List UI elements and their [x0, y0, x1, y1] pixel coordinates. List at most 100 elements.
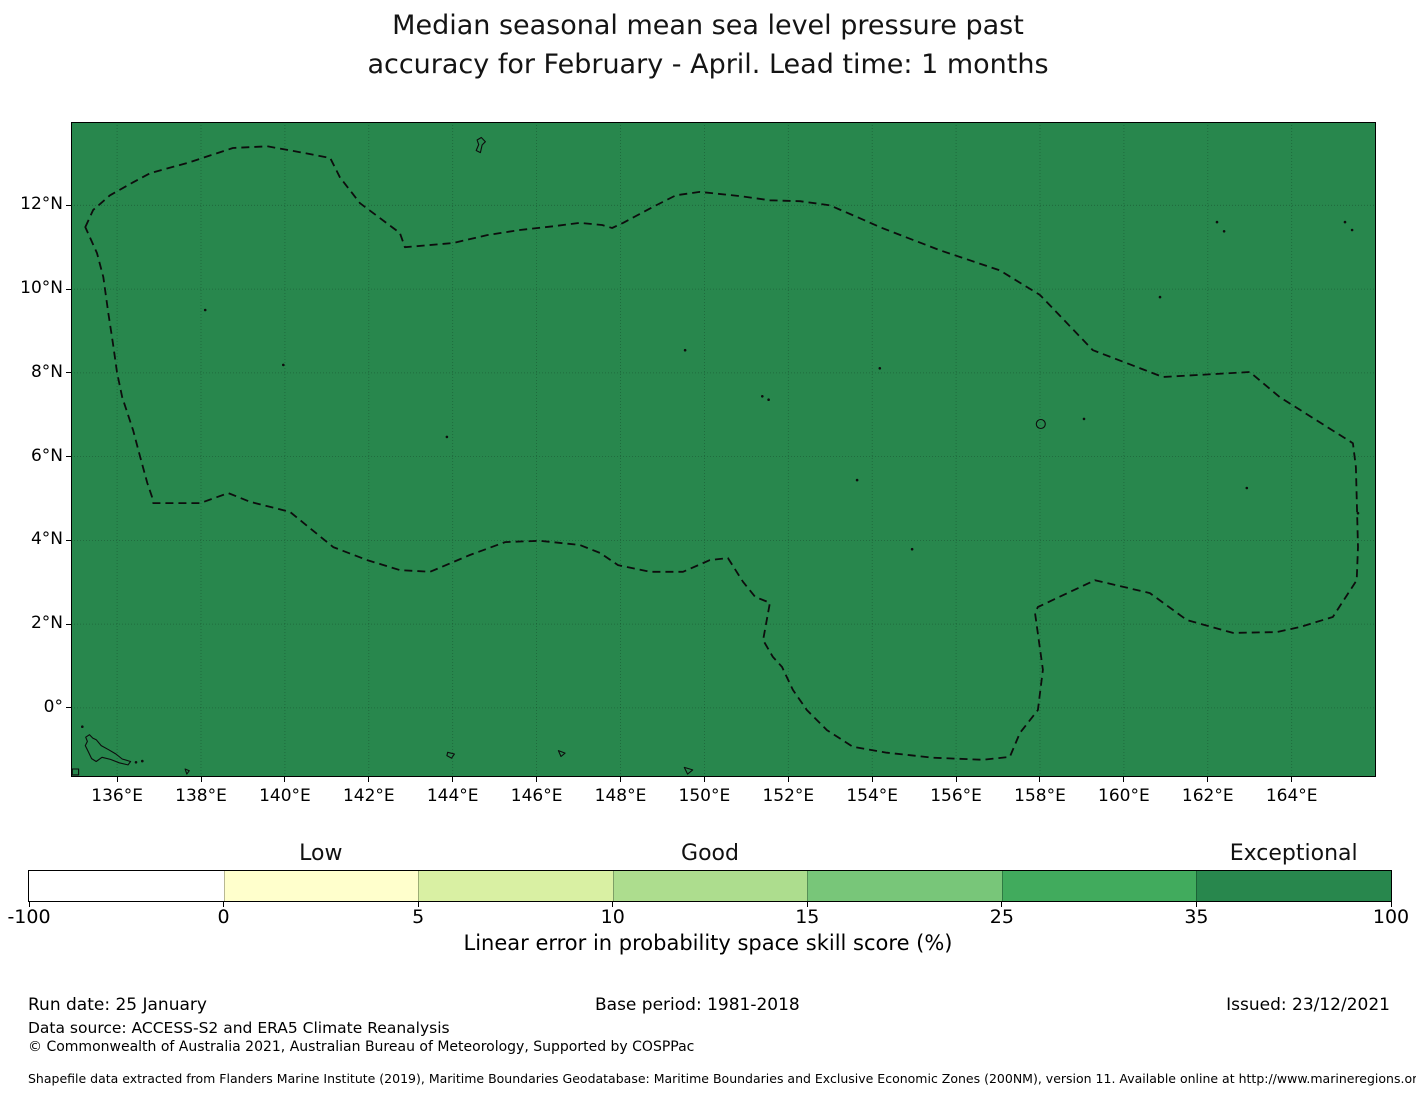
x-tick-label: 152°E [762, 786, 815, 806]
x-tick-label: 156°E [930, 786, 982, 806]
island-outline [184, 768, 190, 775]
island-speck [683, 348, 687, 352]
footer-base-period: Base period: 1981-2018 [595, 995, 800, 1015]
island-speck [203, 308, 207, 312]
y-tick-label: 4°N [30, 529, 63, 550]
map-svg [71, 122, 1376, 777]
island-speck [878, 367, 882, 370]
island-outline [557, 750, 566, 758]
colorbar-tick-label: 5 [412, 906, 425, 928]
colorbar [28, 870, 1392, 902]
colorbar-category-label: Exceptional [1229, 841, 1358, 866]
x-tick-label: 162°E [1181, 786, 1234, 806]
island-speck [1222, 230, 1226, 233]
y-axis-tick [66, 539, 71, 541]
island-speck [767, 398, 770, 402]
island-speck [1082, 417, 1086, 421]
colorbar-category-label: Low [299, 841, 343, 866]
x-axis-tick [620, 777, 622, 782]
colorbar-tick-label: -100 [7, 906, 51, 928]
x-tick-label: 164°E [1265, 786, 1318, 806]
y-axis-tick [66, 204, 71, 206]
y-axis-tick [66, 623, 71, 625]
x-tick-label: 140°E [259, 786, 311, 806]
island-speck [1350, 228, 1354, 232]
island-speck [134, 761, 138, 764]
colorbar-tick [1001, 902, 1003, 907]
x-tick-label: 148°E [594, 786, 647, 806]
colorbar-tick [612, 902, 614, 907]
island-speck [1245, 486, 1249, 490]
x-axis-tick [200, 777, 202, 782]
page-title: Median seasonal mean sea level pressure … [0, 6, 1416, 84]
y-tick-label: 0° [43, 696, 63, 717]
island-outline [71, 768, 80, 776]
island-outline [84, 734, 132, 766]
island-outline [475, 136, 486, 154]
island-speck [855, 478, 859, 482]
x-axis-tick [452, 777, 454, 782]
island-speck [141, 759, 144, 763]
ocean-fill [71, 122, 1376, 777]
x-tick-label: 142°E [342, 786, 395, 806]
atoll-ring-outline [1035, 418, 1046, 430]
island-speck [761, 395, 764, 398]
x-axis-tick [1039, 777, 1041, 782]
colorbar-tick-label: 100 [1372, 906, 1410, 928]
colorbar-tick-label: 0 [217, 906, 230, 928]
y-axis-tick [66, 288, 71, 290]
x-tick-label: 158°E [1014, 786, 1066, 806]
colorbar-tick-label: 25 [989, 906, 1014, 928]
x-tick-label: 146°E [510, 786, 563, 806]
island-speck [1215, 220, 1219, 224]
footer-copyright: © Commonwealth of Australia 2021, Austra… [28, 1039, 695, 1055]
y-tick-label: 8°N [30, 361, 63, 382]
y-axis-tick [66, 707, 71, 709]
y-tick-label: 10°N [20, 278, 63, 299]
colorbar-axis-label: Linear error in probability space skill … [463, 931, 953, 955]
title-line-2: accuracy for February - April. Lead time… [367, 49, 1049, 80]
map-frame [71, 122, 1376, 777]
x-axis-tick [284, 777, 286, 782]
colorbar-segment [29, 871, 224, 901]
colorbar-segment [1196, 871, 1391, 901]
y-axis-tick [66, 372, 71, 374]
title-line-1: Median seasonal mean sea level pressure … [392, 10, 1024, 41]
island-speck [1343, 220, 1347, 224]
x-axis-tick [1207, 777, 1209, 782]
x-tick-label: 154°E [846, 786, 899, 806]
x-tick-label: 150°E [678, 786, 731, 806]
y-tick-label: 2°N [30, 613, 63, 634]
island-speck [81, 725, 84, 728]
colorbar-tick-label: 35 [1184, 906, 1209, 928]
eez-boundary [84, 145, 1359, 761]
colorbar-tick [417, 902, 419, 907]
x-axis-tick [1123, 777, 1125, 782]
island-outline [683, 766, 694, 775]
footer-issued-date: Issued: 23/12/2021 [1226, 995, 1390, 1015]
y-axis-tick [66, 456, 71, 458]
colorbar-segment [223, 871, 419, 901]
colorbar-tick-label: 15 [795, 906, 820, 928]
x-axis-tick [1291, 777, 1293, 782]
colorbar-tick [28, 902, 30, 907]
island-speck [1356, 511, 1360, 515]
y-tick-label: 12°N [20, 194, 63, 215]
x-axis-tick [536, 777, 538, 782]
colorbar-segment [418, 871, 613, 901]
colorbar-tick [1390, 902, 1392, 907]
footer-shapefile-note: Shapefile data extracted from Flanders M… [28, 1071, 1416, 1086]
colorbar-segment [612, 871, 808, 901]
map-canvas [71, 122, 1376, 777]
x-axis-tick [368, 777, 370, 782]
x-tick-label: 136°E [91, 786, 143, 806]
colorbar-segment [1001, 871, 1197, 901]
x-axis-tick [955, 777, 957, 782]
colorbar-tick [806, 902, 808, 907]
island-speck [445, 435, 449, 439]
x-tick-label: 160°E [1098, 786, 1150, 806]
island-outline [446, 751, 455, 759]
island-speck [910, 547, 914, 551]
x-axis-tick [116, 777, 118, 782]
